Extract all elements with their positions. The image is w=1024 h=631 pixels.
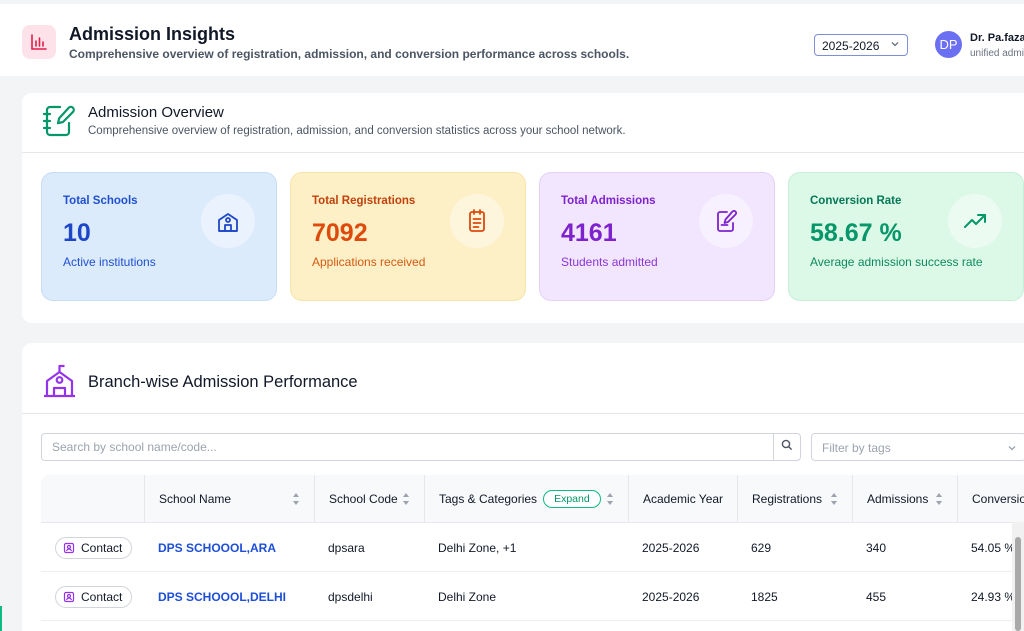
admissions: 340	[866, 540, 887, 555]
chevron-down-icon	[890, 38, 900, 52]
th-conversion[interactable]: Conversion	[957, 475, 1024, 523]
th-school-name[interactable]: School Name	[144, 475, 314, 523]
th-school-code[interactable]: School Code	[314, 475, 424, 523]
column-label: School Name	[159, 492, 232, 506]
overview-title: Admission Overview	[88, 104, 224, 121]
tag-filter-placeholder: Filter by tags	[822, 441, 891, 455]
column-label: Conversion	[972, 492, 1024, 506]
stat-label: Total Admissions	[561, 195, 656, 207]
search-icon	[781, 438, 793, 456]
school-search	[41, 433, 801, 461]
overview-subtitle: Comprehensive overview of registration, …	[88, 125, 626, 137]
academic-year: 2025-2026	[642, 589, 700, 604]
user-role: unified admin	[970, 48, 1024, 59]
stat-value: 4161	[561, 219, 617, 247]
notebook-pen-icon	[42, 103, 76, 144]
page-title: Admission Insights	[69, 24, 236, 44]
table-scrollbar-thumb[interactable]	[1015, 537, 1021, 631]
page-subtitle: Comprehensive overview of registration, …	[69, 47, 630, 61]
th-actions	[41, 475, 144, 523]
stat-description: Applications received	[312, 255, 426, 269]
trending-up-icon	[948, 194, 1002, 248]
tag-filter-select[interactable]: Filter by tags	[811, 433, 1024, 461]
contact-icon	[63, 591, 75, 603]
branch-table: School Name School Code Tags & Categorie…	[41, 475, 1024, 631]
admission-overview-card: Admission Overview Comprehensive overvie…	[22, 93, 1024, 323]
column-label: School Code	[329, 492, 398, 506]
academic-year: 2025-2026	[642, 540, 700, 555]
th-registrations[interactable]: Registrations	[737, 475, 852, 523]
sort-icon	[935, 492, 943, 509]
sort-icon	[606, 492, 614, 509]
page-header: Admission Insights Comprehensive overvie…	[0, 4, 1024, 76]
branch-title: Branch-wise Admission Performance	[88, 373, 358, 391]
sort-icon	[292, 492, 300, 509]
expand-tags-button[interactable]: Expand	[543, 490, 601, 508]
stat-card-conversion-rate: Conversion Rate 58.67 % Average admissio…	[788, 172, 1024, 301]
stat-label: Total Schools	[63, 195, 138, 207]
contact-icon	[63, 542, 75, 554]
school-building-icon	[42, 364, 77, 403]
conversion: 24.93 %	[971, 589, 1016, 604]
bar-chart-icon	[22, 25, 56, 59]
contact-label: Contact	[81, 590, 123, 604]
th-admissions[interactable]: Admissions	[852, 475, 957, 523]
column-label: Registrations	[752, 492, 823, 506]
left-edge-accent	[0, 606, 2, 631]
school-icon	[201, 194, 255, 248]
stat-card-total-registrations: Total Registrations 7092 Applications re…	[290, 172, 526, 301]
th-academic-year: Academic Year	[628, 475, 737, 523]
stat-value: 10	[63, 219, 91, 247]
academic-year-value: 2025-2026	[822, 39, 880, 53]
avatar[interactable]: DP	[935, 31, 962, 58]
stat-value: 58.67 %	[810, 219, 902, 247]
school-code: dpsdelhi	[328, 589, 373, 604]
contact-label: Contact	[81, 541, 123, 555]
search-button[interactable]	[773, 434, 800, 460]
search-input[interactable]	[42, 434, 774, 460]
clipboard-list-icon	[450, 194, 504, 248]
sort-icon	[402, 492, 410, 509]
contact-button[interactable]: Contact	[55, 586, 133, 608]
stat-label: Total Registrations	[312, 195, 416, 207]
stat-label: Conversion Rate	[810, 195, 902, 207]
chevron-down-icon	[1007, 442, 1017, 456]
stat-description: Students admitted	[561, 255, 658, 269]
divider	[22, 152, 1024, 153]
registrations: 629	[751, 540, 772, 555]
table-row: Contact DPS SCHOOOL,DELHI dpsdelhi Delhi…	[41, 572, 1024, 621]
registrations: 1825	[751, 589, 778, 604]
sort-icon	[830, 492, 838, 509]
column-label: Admissions	[867, 492, 929, 506]
contact-button[interactable]: Contact	[55, 537, 133, 559]
school-code: dpsara	[328, 540, 365, 555]
conversion: 54.05 %	[971, 540, 1016, 555]
edit-note-icon	[699, 194, 753, 248]
tags: Delhi Zone	[438, 589, 497, 604]
column-label: Academic Year	[643, 492, 724, 506]
stat-card-total-admissions: Total Admissions 4161 Students admitted	[539, 172, 775, 301]
school-name-link[interactable]: DPS SCHOOOL,DELHI	[158, 589, 287, 604]
tags: Delhi Zone, +1	[438, 540, 517, 555]
table-row: Contact DPS SCHOOOL,ARA dpsara Delhi Zon…	[41, 523, 1024, 572]
table-header: School Name School Code Tags & Categorie…	[41, 475, 1024, 523]
stat-value: 7092	[312, 219, 368, 247]
th-tags[interactable]: Tags & Categories Expand	[424, 475, 628, 523]
user-name: Dr. Pa.fazal	[970, 32, 1024, 44]
branch-performance-card: Branch-wise Admission Performance Filter…	[22, 343, 1024, 631]
stat-description: Active institutions	[63, 255, 156, 269]
column-label: Tags & Categories	[439, 492, 538, 506]
divider	[22, 413, 1024, 414]
school-name-link[interactable]: DPS SCHOOOL,ARA	[158, 540, 277, 555]
stat-card-total-schools: Total Schools 10 Active institutions	[41, 172, 277, 301]
admissions: 455	[866, 589, 887, 604]
academic-year-select[interactable]: 2025-2026	[814, 34, 908, 56]
stat-description: Average admission success rate	[810, 255, 983, 269]
